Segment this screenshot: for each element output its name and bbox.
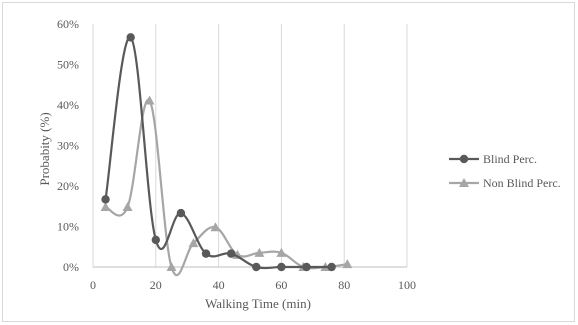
data-point: [176, 208, 186, 218]
x-tick-label: 0: [90, 278, 96, 292]
data-point: [166, 262, 177, 271]
x-tick-label: 100: [398, 278, 416, 292]
data-point: [100, 202, 111, 212]
data-point: [226, 249, 236, 258]
data-point: [302, 262, 311, 272]
y-tick-label: 10%: [57, 220, 79, 234]
legend-marker: [459, 154, 469, 164]
x-tick-label: 20: [150, 278, 162, 292]
data-point: [342, 259, 353, 269]
y-tick-label: 0%: [63, 260, 79, 274]
data-point: [188, 238, 199, 248]
y-axis-label: Probabity (%): [37, 112, 52, 185]
legend-label: Non Blind Perc.: [483, 176, 561, 190]
data-point: [122, 202, 133, 212]
y-tick-label: 60%: [57, 17, 79, 31]
data-point: [254, 247, 265, 257]
series-blind: [101, 33, 336, 272]
data-point: [151, 235, 160, 245]
data-point: [126, 33, 135, 42]
y-tick-label: 30%: [57, 139, 79, 153]
data-point: [277, 262, 286, 272]
legend: Blind Perc. Non Blind Perc.: [449, 152, 561, 190]
x-tick-label: 80: [338, 278, 350, 292]
x-tick-label: 40: [213, 278, 225, 292]
chart-svg: 0 20 40 60 80 100 0% 10% 20% 30% 40% 50% 60% Blind P…: [37, 17, 561, 311]
series-non-blind: [100, 95, 353, 277]
series-layer: [100, 33, 353, 277]
data-point: [101, 195, 110, 204]
chart-area: 0 20 40 60 80 100 0% 10% 20% 30% 40% 50% 60% Blind P…: [2, 2, 575, 322]
legend-marker: [459, 178, 469, 187]
legend-label: Blind Perc.: [483, 152, 537, 166]
grid-layer: [92, 24, 408, 267]
data-point: [327, 262, 336, 272]
y-tick-label: 40%: [57, 98, 79, 112]
data-point: [144, 95, 155, 105]
y-tick-label: 50%: [57, 58, 79, 72]
x-tick-label: 60: [275, 278, 287, 292]
data-point: [252, 262, 261, 272]
x-axis-label: Walking Time (min): [205, 296, 311, 311]
data-point: [210, 222, 221, 232]
y-tick-label: 20%: [57, 179, 79, 193]
data-point: [276, 247, 287, 257]
axis-layer: 0 20 40 60 80 100 0% 10% 20% 30% 40% 50% 60%: [57, 17, 416, 292]
data-point: [201, 249, 211, 258]
